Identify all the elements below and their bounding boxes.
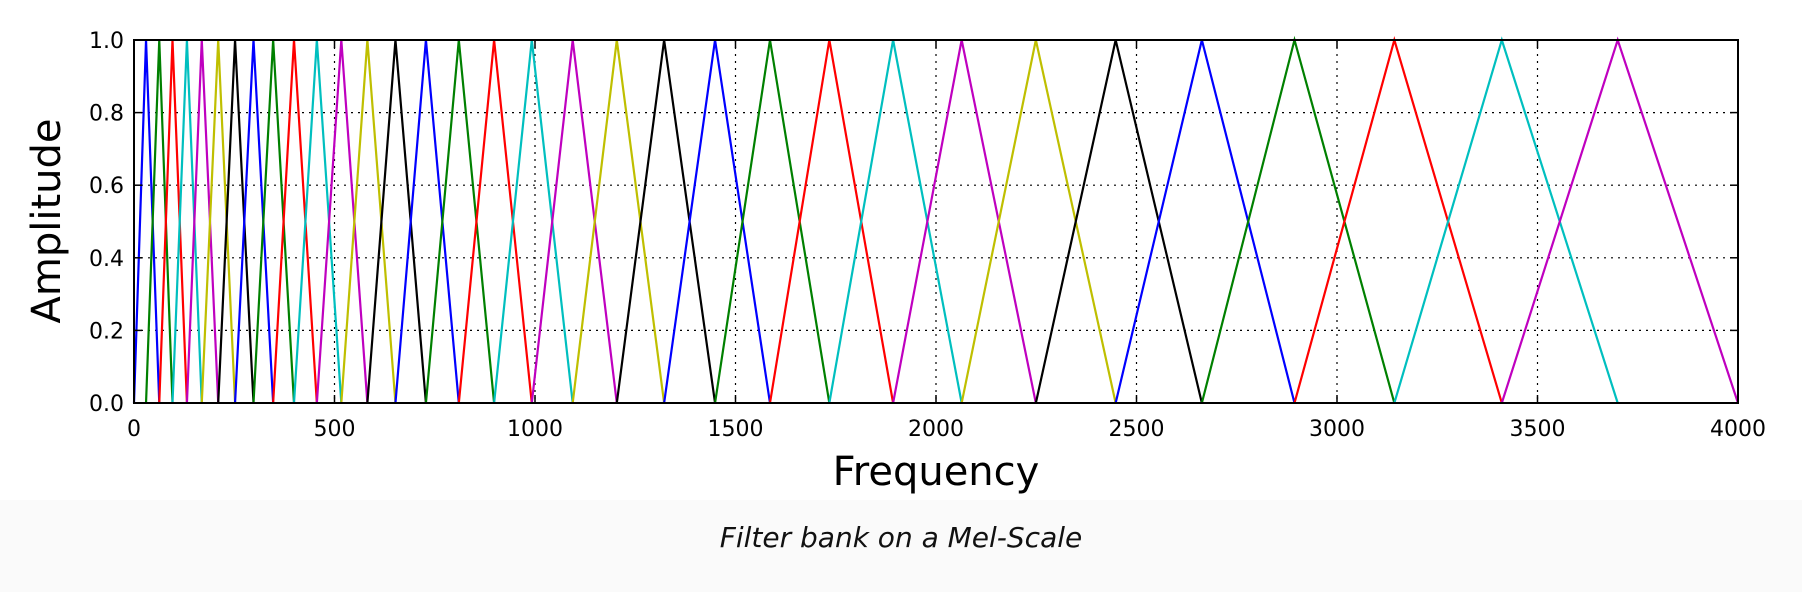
y-tick-label: 1.0 [89, 29, 124, 54]
axis-ticks: 0 500 1000 1500 2000 2500 3000 3500 4000 0.0 0.2 0.… [89, 29, 1766, 442]
x-tick-label: 3000 [1309, 417, 1365, 442]
y-tick-label: 0.8 [89, 102, 124, 127]
caption-band [0, 500, 1802, 592]
figure-caption: Filter bank on a Mel-Scale [720, 521, 1083, 554]
x-tick-label: 500 [314, 417, 356, 442]
x-axis-label: Frequency [833, 449, 1040, 495]
y-tick-label: 0.6 [89, 174, 124, 199]
x-tick-label: 3500 [1510, 417, 1566, 442]
x-tick-label: 1500 [708, 417, 764, 442]
x-tick-label: 2000 [908, 417, 964, 442]
x-tick-label: 4000 [1710, 417, 1766, 442]
x-tick-label: 2500 [1109, 417, 1165, 442]
y-tick-label: 0.2 [89, 319, 124, 344]
y-tick-label: 0.4 [89, 247, 124, 272]
x-tick-label: 1000 [507, 417, 563, 442]
y-tick-label: 0.0 [89, 392, 124, 417]
x-tick-label: 0 [127, 417, 141, 442]
y-axis-label: Amplitude [24, 119, 70, 324]
